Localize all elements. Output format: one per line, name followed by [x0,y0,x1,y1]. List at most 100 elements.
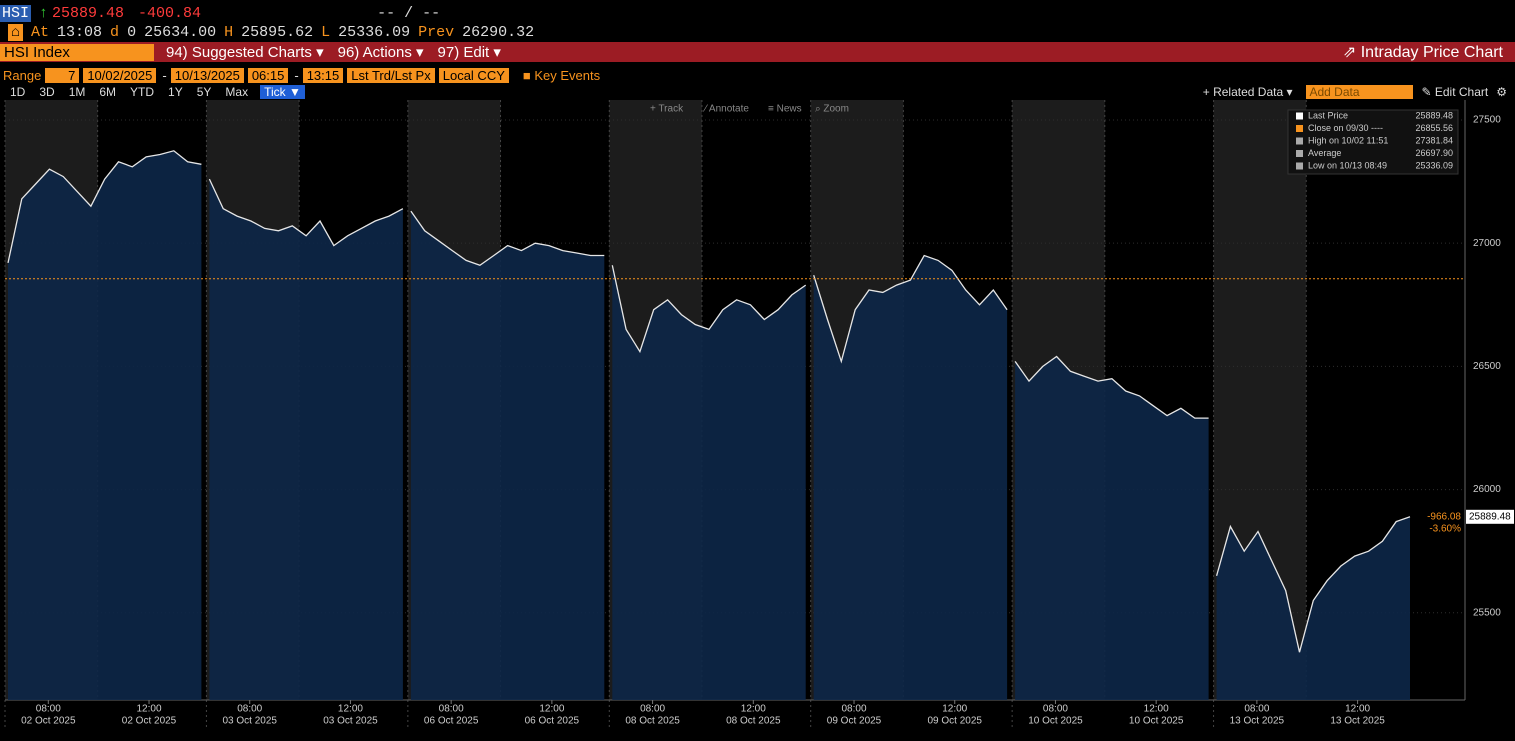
input[interactable]: 10/02/2025 [83,67,157,83]
legend-name: Close on 09/30 ---- [1308,123,1383,133]
price-area [8,150,202,701]
price-line [1215,516,1411,653]
legend-value: 25336.09 [1415,160,1453,170]
related-data[interactable]: + Related Data ▾ [1202,85,1293,99]
y-tick-label: 25500 [1473,607,1501,618]
toggle[interactable]: ■ Key Events [522,67,601,83]
price-line [208,178,404,247]
x-tick-label: 12:00 [741,704,766,715]
label: H [224,23,234,41]
price-area [813,255,1008,700]
select[interactable]: Lst Trd/Lst Px [347,67,435,83]
x-tick-label: 08:00 [842,704,867,715]
period-button[interactable]: 1Y [168,85,183,99]
x-tick-label: 12:00 [1345,704,1370,715]
x-tick-date: 08 Oct 2025 [726,716,781,727]
net-change: -400.84 [138,4,202,22]
open: 25634.00 [144,23,217,41]
x-tick-date: 02 Oct 2025 [21,716,76,727]
price-line [611,265,807,354]
x-tick-date: 10 Oct 2025 [1129,716,1184,727]
y-tick-label: 27000 [1473,238,1501,249]
high: 25895.62 [241,23,314,41]
legend-swatch [1296,137,1303,145]
period-bar: 1D 3D 1M 6M YTD 1Y 5Y Max Tick ▼ + Related Data ▾… [0,84,1515,100]
sep: - [162,67,167,83]
period-button[interactable]: 3D [39,85,55,99]
price-area [612,265,806,700]
price-area [209,179,403,701]
input[interactable]: 7 [45,67,80,83]
x-tick-date: 08 Oct 2025 [625,716,680,727]
legend-name: Average [1308,148,1341,158]
range-bar: Range 7 10/02/2025 - 10/13/2025 06:15 - … [0,66,1515,84]
legend-value: 26697.90 [1415,148,1453,158]
last-price-tag [1466,509,1514,524]
settings-icon[interactable]: ⚙ [1496,85,1507,99]
label: L [321,23,331,41]
chart-tool[interactable]: + Track [650,104,684,115]
input[interactable]: 10/13/2025 [170,67,244,83]
last-price: 25889.48 [52,4,125,22]
x-tick-label: 12:00 [539,704,564,715]
period-button[interactable]: YTD [130,85,155,99]
x-tick-date: 09 Oct 2025 [927,716,982,727]
edit-chart[interactable]: ✎ Edit Chart [1421,85,1489,99]
menu-item[interactable]: 97) Edit ▾ [437,44,501,61]
x-tick-date: 13 Oct 2025 [1330,716,1385,727]
x-tick-label: 12:00 [942,704,967,715]
menu-item[interactable]: 96) Actions ▾ [337,44,424,61]
input[interactable]: 13:15 [302,67,344,83]
legend-swatch [1296,162,1303,170]
period-button[interactable]: Tick ▼ [260,85,305,99]
price-line [410,210,605,267]
legend-box [1287,109,1459,175]
x-tick-label: 12:00 [338,704,363,715]
select[interactable]: Local CCY [438,67,509,83]
prev-close: 26290.32 [462,23,535,41]
bid-ask: -- / -- [377,4,441,22]
window-title: ⇗ Intraday Price Chart [1342,44,1503,61]
period-button[interactable]: 1M [68,85,86,99]
input[interactable]: 06:15 [247,67,289,83]
quote-row: HSI ↑ 25889.48 -400.84 -- / -- [0,4,441,22]
price-line [813,254,1008,364]
price-area [410,211,605,700]
period-button[interactable]: 5Y [196,85,212,99]
chart-tool[interactable]: ⁄ Annotate [702,104,749,115]
x-tick-label: 08:00 [36,704,61,715]
time: 13:08 [57,23,103,41]
x-tick-label: 08:00 [439,704,464,715]
y-tick-label: 26500 [1473,361,1501,372]
x-tick-date: 13 Oct 2025 [1230,716,1285,727]
menu-item[interactable]: 94) Suggested Charts ▾ [166,44,324,61]
x-tick-label: 08:00 [237,704,262,715]
x-tick-date: 03 Oct 2025 [222,716,277,727]
add-data[interactable]: Add Data [1306,85,1414,99]
x-tick-label: 12:00 [1144,704,1169,715]
x-tick-date: 03 Oct 2025 [323,716,378,727]
legend-swatch [1296,150,1303,157]
label: At [31,23,50,41]
period-button[interactable]: 1D [10,85,26,99]
price-area [1216,516,1410,700]
period-button[interactable]: 6M [99,85,117,99]
change-label: -966.08 [1427,511,1461,522]
chart-tool[interactable]: ⌕ Zoom [815,104,849,115]
security[interactable]: HSI Index [0,43,154,61]
menu-bar: HSI Index 94) Suggested Charts ▾ 96) Act… [0,42,1515,62]
legend-value: 25889.48 [1415,110,1453,120]
x-tick-date: 09 Oct 2025 [827,716,882,727]
chart-tool[interactable]: ≡ News [768,104,802,115]
x-tick-date: 02 Oct 2025 [122,716,177,727]
sep: - [294,67,299,83]
toggle-label: Key Events [534,67,601,83]
legend-swatch [1296,112,1303,120]
period-button[interactable]: Max [225,85,249,99]
y-tick-label: 27500 [1473,115,1501,126]
label: d [110,23,120,41]
window-title-text: Intraday Price Chart [1360,44,1503,61]
low: 25336.09 [338,23,411,41]
